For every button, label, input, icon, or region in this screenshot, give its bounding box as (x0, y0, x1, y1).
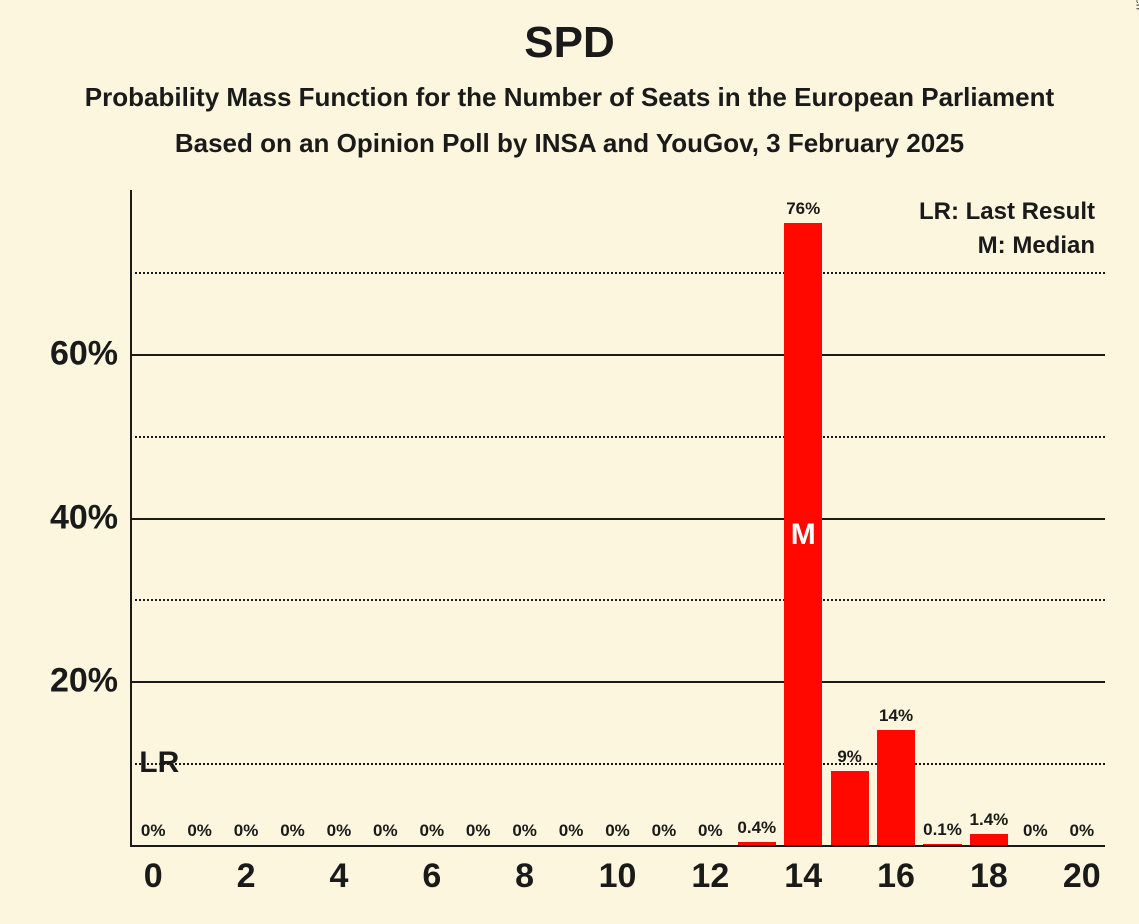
gridline-minor (130, 599, 1105, 601)
legend: LR: Last Result M: Median (885, 198, 1095, 260)
y-tick-label: 40% (50, 498, 130, 537)
bar-value-label: 0% (1023, 821, 1048, 841)
bar-value-label: 76% (786, 199, 820, 219)
bar-value-label: 0% (234, 821, 259, 841)
bar (877, 730, 915, 845)
bar-value-label: 0% (280, 821, 305, 841)
bar-value-label: 9% (837, 747, 862, 767)
chart-title: SPD (0, 18, 1139, 68)
last-result-marker: LR (139, 746, 179, 780)
plot-area: 20%40%60%024681012141618200%0%0%0%0%0%0%… (130, 190, 1105, 845)
bar-value-label: 0% (605, 821, 630, 841)
x-tick-label: 18 (970, 845, 1008, 896)
bar-value-label: 0% (698, 821, 723, 841)
median-marker: M (791, 518, 816, 552)
bar-value-label: 0% (466, 821, 491, 841)
chart-subtitle-line2: Based on an Opinion Poll by INSA and You… (0, 128, 1139, 159)
x-tick-label: 6 (422, 845, 441, 896)
y-tick-label: 60% (50, 334, 130, 373)
gridline-minor (130, 763, 1105, 765)
x-tick-label: 12 (691, 845, 729, 896)
y-tick-label: 20% (50, 662, 130, 701)
bar-value-label: 0% (187, 821, 212, 841)
bar-value-label: 0% (512, 821, 537, 841)
gridline-major (130, 354, 1105, 356)
gridline-major (130, 518, 1105, 520)
x-tick-label: 0 (144, 845, 163, 896)
x-tick-label: 20 (1063, 845, 1101, 896)
y-axis (130, 190, 132, 845)
bar-value-label: 0% (652, 821, 677, 841)
x-tick-label: 10 (599, 845, 637, 896)
bar (970, 834, 1008, 845)
gridline-minor (130, 272, 1105, 274)
x-tick-label: 14 (784, 845, 822, 896)
x-tick-label: 8 (515, 845, 534, 896)
copyright-text: © 2025 Filip van Laenen (1133, 0, 1139, 10)
gridline-minor (130, 436, 1105, 438)
bar (923, 844, 961, 845)
bar-value-label: 14% (879, 706, 913, 726)
bar-value-label: 0.1% (923, 820, 962, 840)
bar-value-label: 0.4% (737, 818, 776, 838)
x-tick-label: 4 (329, 845, 348, 896)
bar-value-label: 0% (559, 821, 584, 841)
bar-value-label: 0% (373, 821, 398, 841)
gridline-major (130, 681, 1105, 683)
legend-m: M: Median (885, 232, 1095, 260)
bar-value-label: 1.4% (970, 810, 1009, 830)
bar-value-label: 0% (141, 821, 166, 841)
chart-container: { "title": "SPD", "subtitle_line1": "Pro… (0, 0, 1139, 924)
bar (738, 842, 776, 845)
x-tick-label: 2 (237, 845, 256, 896)
chart-subtitle-line1: Probability Mass Function for the Number… (0, 82, 1139, 113)
bar-value-label: 0% (327, 821, 352, 841)
bar-value-label: 0% (419, 821, 444, 841)
legend-lr: LR: Last Result (885, 198, 1095, 226)
x-tick-label: 16 (877, 845, 915, 896)
bar-value-label: 0% (1069, 821, 1094, 841)
bar (831, 771, 869, 845)
